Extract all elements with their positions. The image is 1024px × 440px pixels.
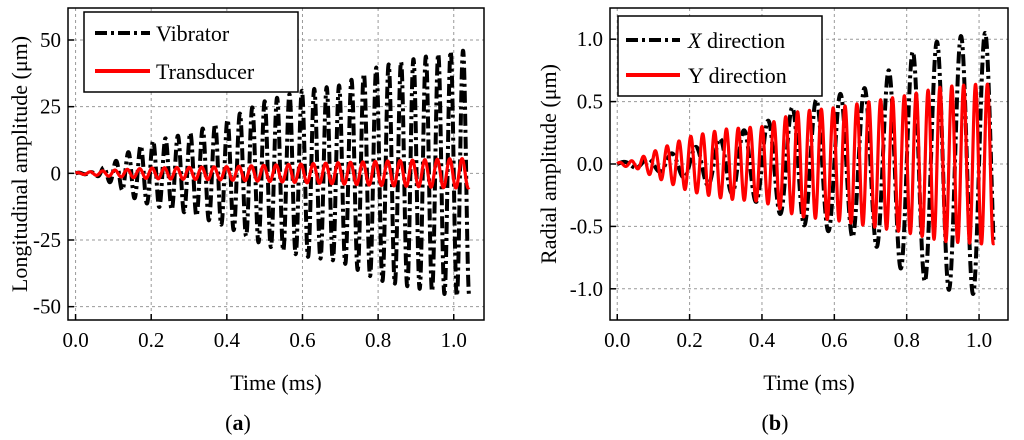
panel-label-b: (b)	[762, 410, 789, 435]
legend-label-vibrator: Vibrator	[156, 21, 230, 46]
panel-letter-a: a	[233, 410, 244, 435]
panel-letter-b: b	[769, 410, 781, 435]
x-axis-title-a: Time (ms)	[230, 370, 321, 395]
y-tick-label: -25	[33, 228, 61, 252]
x-tick-label: 0.8	[894, 328, 920, 352]
transducer-series-line	[74, 157, 471, 190]
legend-box-b	[617, 15, 823, 97]
x-tick-label: 0.0	[62, 328, 88, 352]
panel-label-a: (a)	[225, 410, 251, 435]
x-tick-label: 0.4	[749, 328, 776, 352]
y-tick-label: 0.5	[577, 90, 603, 114]
legend-box-a	[83, 11, 299, 93]
y-axis-title-b: Radial amplitude (μm)	[536, 64, 561, 264]
y-axis-title-a: Longitudinal amplitude (μm)	[7, 36, 32, 292]
legend-a: Vibrator Transducer	[83, 11, 299, 93]
x-tick-label: 0.6	[289, 328, 315, 352]
y-tick-label: 25	[40, 95, 61, 119]
y-tick-label: 1.0	[577, 27, 603, 51]
legend-label-x-direction: X direction	[687, 28, 785, 53]
x-tick-label: 0.6	[821, 328, 847, 352]
chart-panel-b: 0.0 0.2 0.4 0.6 0.8 1.0 -1.0 -0.5 0.0 0.5 1.0 Time…	[536, 7, 1009, 435]
plot-frame-a	[67, 7, 485, 321]
y-tick-label: -0.5	[570, 214, 603, 238]
legend-b: X direction Y direction	[617, 15, 823, 97]
y-tick-label: 0.0	[577, 152, 603, 176]
x-direction-series-line	[615, 30, 996, 296]
x-tick-label: 0.2	[676, 328, 702, 352]
x-tick-label: 0.4	[214, 328, 241, 352]
y-tick-label: -1.0	[570, 277, 603, 301]
y-tick-label: 50	[40, 28, 61, 52]
x-tick-label: 0.0	[604, 328, 630, 352]
legend-label-x-italic: X	[687, 28, 703, 53]
x-tick-label: 1.0	[966, 328, 992, 352]
ticks-a: 0.0 0.2 0.4 0.6 0.8 1.0 -50 -25 0 25 50	[33, 28, 467, 352]
legend-label-x-rest: direction	[701, 28, 785, 53]
y-tick-label: -50	[33, 295, 61, 319]
x-axis-title-b: Time (ms)	[763, 370, 854, 395]
x-tick-label: 0.8	[365, 328, 391, 352]
legend-label-y-direction: Y direction	[688, 63, 787, 88]
ticks-b: 0.0 0.2 0.4 0.6 0.8 1.0 -1.0 -0.5 0.0 0.5 1.0	[570, 27, 992, 352]
x-tick-label: 0.2	[138, 328, 164, 352]
legend-label-transducer: Transducer	[156, 59, 255, 84]
x-tick-label: 1.0	[441, 328, 467, 352]
y-tick-label: 0	[51, 161, 62, 185]
series-layer-a	[73, 48, 471, 298]
y-direction-series-line	[615, 82, 996, 246]
series-layer-b	[615, 30, 996, 296]
